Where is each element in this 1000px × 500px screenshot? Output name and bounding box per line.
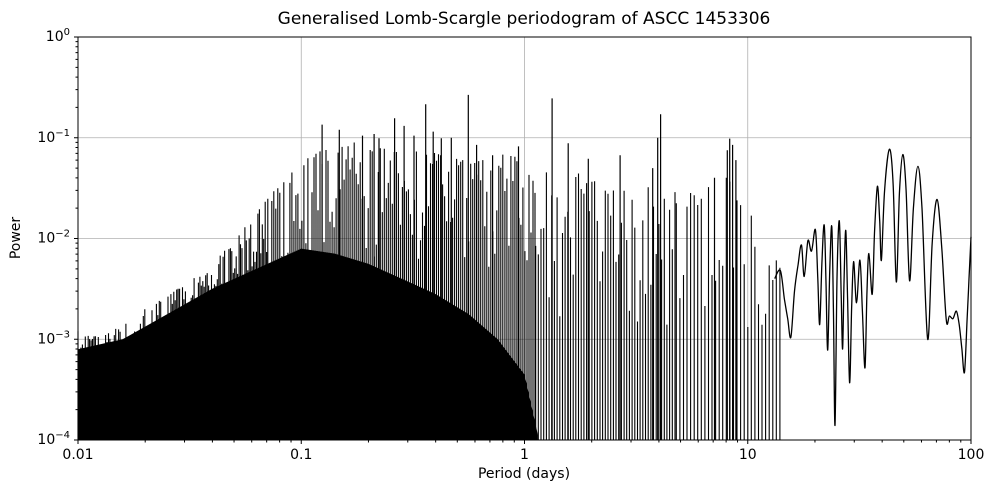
y-tick-label: 100 bbox=[46, 27, 70, 45]
x-tick-label: 10 bbox=[739, 447, 757, 463]
major-peaks bbox=[321, 94, 737, 440]
x-tick-label: 1 bbox=[520, 447, 529, 463]
chart-title: Generalised Lomb-Scargle periodogram of … bbox=[278, 9, 771, 29]
y-tick-label: 10−1 bbox=[37, 128, 70, 146]
periodogram-series bbox=[77, 94, 972, 440]
x-tick-label: 0.1 bbox=[290, 447, 312, 463]
axes bbox=[74, 36, 972, 444]
y-tick-label: 10−2 bbox=[37, 229, 70, 247]
x-tick-label: 100 bbox=[958, 447, 985, 463]
tick-labels: 0.01 0.1 1 10 100 100 10−1 10−2 10−3 10−4 bbox=[37, 27, 984, 463]
y-tick-label: 10−3 bbox=[37, 329, 70, 347]
x-tick-label: 0.01 bbox=[62, 447, 93, 463]
y-axis-label: Power bbox=[8, 217, 24, 260]
tick-marks bbox=[74, 36, 972, 444]
smooth-branch-line bbox=[774, 148, 972, 426]
x-axis-label: Period (days) bbox=[478, 466, 570, 482]
y-tick-label: 10−4 bbox=[37, 430, 70, 448]
